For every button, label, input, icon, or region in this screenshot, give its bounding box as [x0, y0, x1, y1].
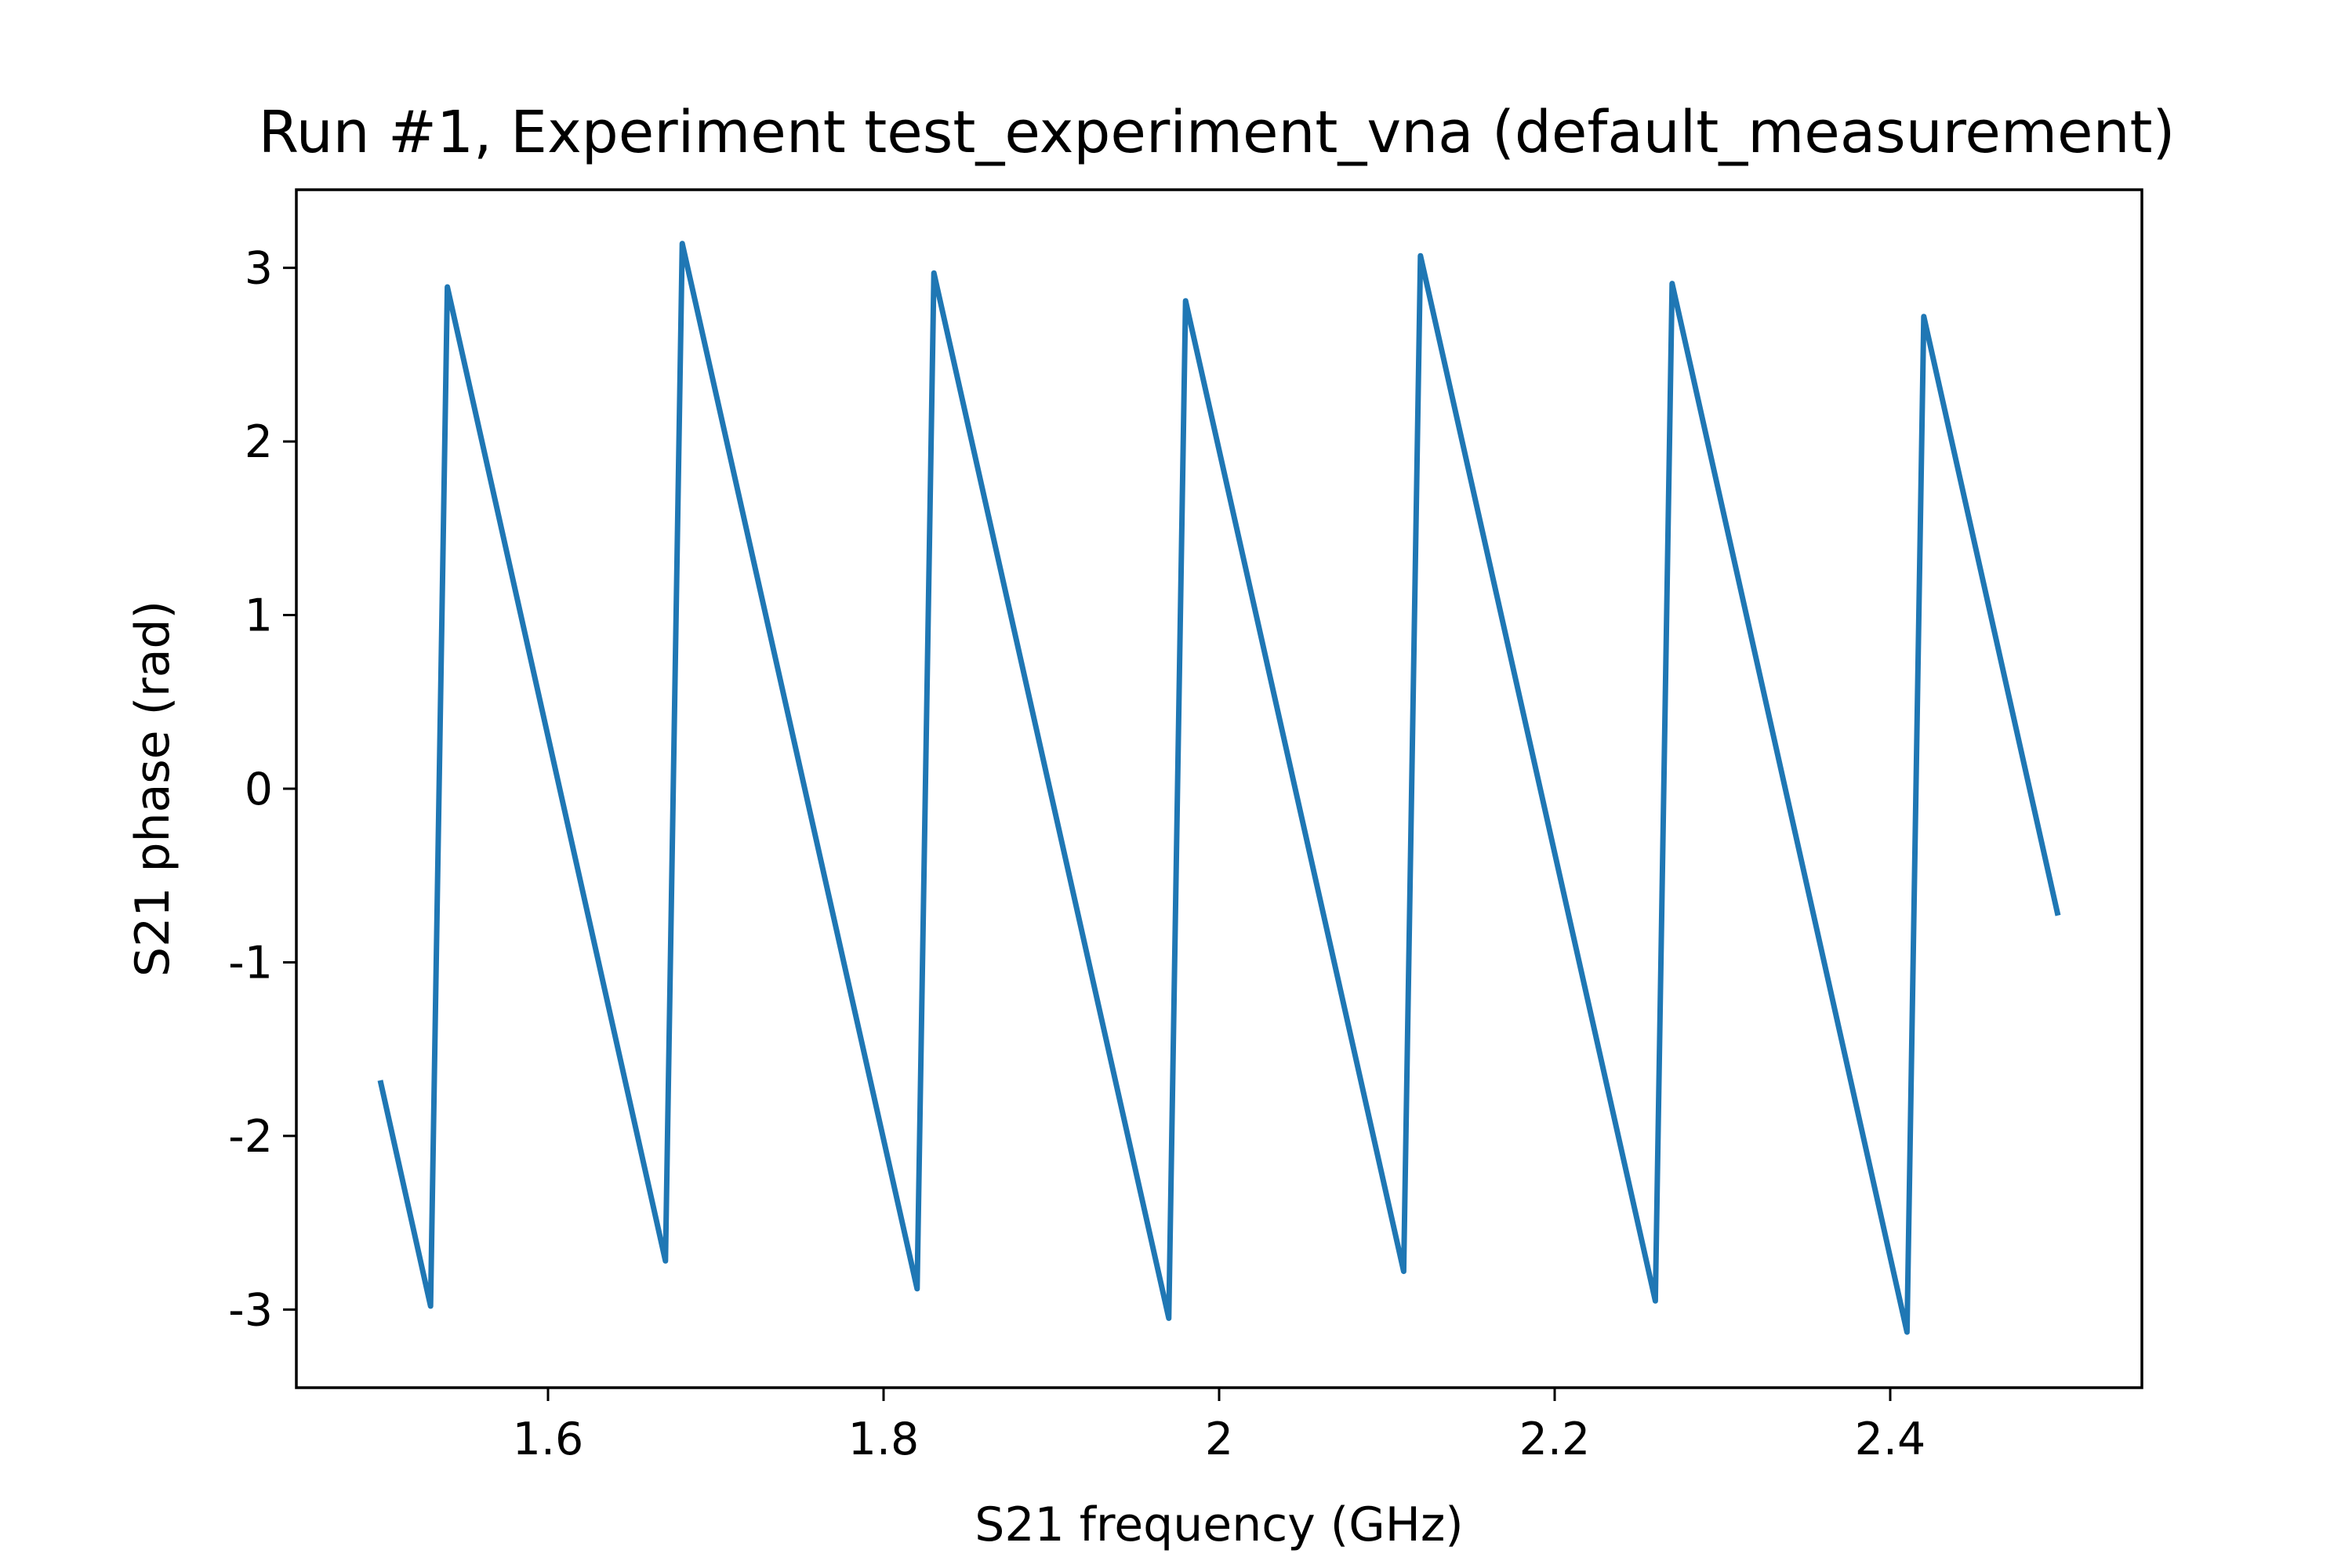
y-axis-label: S21 phase (rad): [125, 601, 180, 977]
x-tick-label: 1.8: [848, 1414, 920, 1465]
x-tick-label: 2.4: [1855, 1414, 1926, 1465]
chart-title: Run #1, Experiment test_experiment_vna (…: [259, 99, 2176, 166]
x-tick-label: 1.6: [513, 1414, 584, 1465]
x-axis-label: S21 frequency (GHz): [975, 1497, 1463, 1552]
y-axis-ticks: 3 2 1 0 -1 -2 -3: [228, 243, 296, 1336]
y-tick-label: -2: [228, 1111, 273, 1163]
y-tick-label: -3: [228, 1284, 273, 1336]
x-tick-label: 2.2: [1519, 1414, 1591, 1465]
y-tick-label: 3: [245, 243, 273, 295]
series-group: [377, 241, 2061, 1335]
x-tick-label: 2: [1205, 1414, 1233, 1465]
axes-frame: [295, 188, 2143, 1389]
y-tick-label: 1: [245, 590, 273, 642]
y-tick-label: -1: [228, 937, 273, 989]
y-tick-label: 0: [245, 764, 273, 815]
x-axis-ticks: 1.6 1.8 2 2.2 2.4: [513, 1388, 1926, 1465]
plot-area: 1.6 1.8 2 2.2 2.4 3 2 1 0 -1 -2 -3: [228, 188, 2143, 1465]
series-line: [377, 241, 2061, 1335]
y-tick-label: 2: [245, 416, 273, 468]
